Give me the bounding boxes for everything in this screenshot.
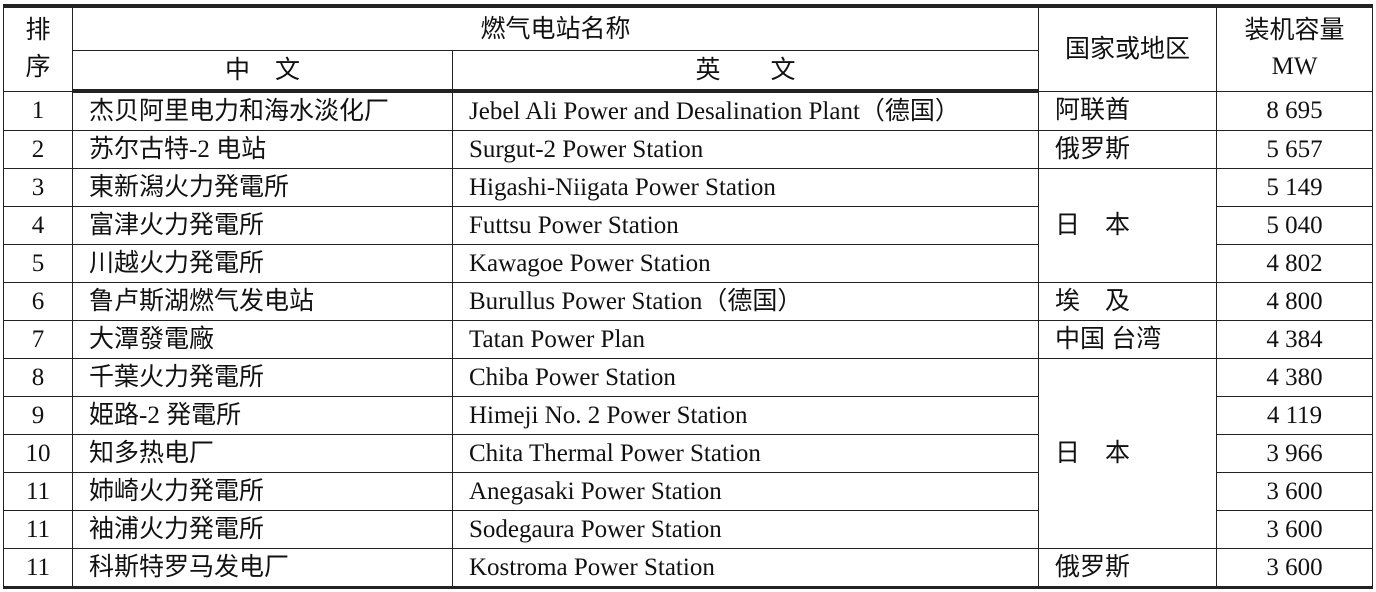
- country-cell: 日 本: [1038, 358, 1218, 549]
- chinese-name-cell: 大潭發電廠: [72, 320, 453, 359]
- rank-cell: 2: [3, 130, 73, 169]
- capacity-cell: 8 695: [1216, 90, 1374, 131]
- rank-cell: 3: [3, 168, 73, 207]
- english-name-cell: Sodegaura Power Station: [451, 510, 1040, 549]
- english-name-cell: Tatan Power Plan: [451, 320, 1040, 359]
- chinese-name-cell: 千葉火力発電所: [72, 358, 453, 397]
- rank-cell: 6: [3, 282, 73, 321]
- capacity-cell: 3 966: [1216, 434, 1374, 473]
- english-name-cell: Higashi-Niigata Power Station: [451, 168, 1040, 207]
- english-name-cell: Jebel Ali Power and Desalination Plant（德…: [451, 90, 1040, 131]
- country-cell: 埃 及: [1038, 282, 1218, 321]
- country-cell: 日 本: [1038, 168, 1218, 283]
- english-name-cell: Chiba Power Station: [451, 358, 1040, 397]
- capacity-cell: 4 384: [1216, 320, 1374, 359]
- english-name-cell: Burullus Power Station（德国）: [451, 282, 1040, 321]
- english-name-cell: Chita Thermal Power Station: [451, 434, 1040, 473]
- rank-cell: 8: [3, 358, 73, 397]
- country-cell: 俄罗斯: [1038, 130, 1218, 169]
- rank-cell: 9: [3, 396, 73, 435]
- gas-power-stations-table: 排 序 燃气电站名称 国家或地区 装机容量 MW 中 文 英 文 1 杰贝阿里电力…: [3, 4, 1374, 589]
- rank-cell: 4: [3, 206, 73, 245]
- capacity-cell: 3 600: [1216, 472, 1374, 511]
- chinese-name-cell: 鲁卢斯湖燃气发电站: [72, 282, 453, 321]
- header-chinese: 中 文: [72, 50, 453, 93]
- capacity-cell: 3 600: [1216, 548, 1374, 588]
- rank-cell: 11: [3, 510, 73, 549]
- english-name-cell: Kostroma Power Station: [451, 548, 1040, 588]
- capacity-cell: 4 380: [1216, 358, 1374, 397]
- english-name-cell: Anegasaki Power Station: [451, 472, 1040, 511]
- rank-cell: 11: [3, 472, 73, 511]
- english-name-cell: Surgut-2 Power Station: [451, 130, 1040, 169]
- capacity-cell: 4 800: [1216, 282, 1374, 321]
- header-english: 英 文: [451, 50, 1040, 93]
- chinese-name-cell: 川越火力発電所: [72, 244, 453, 283]
- header-capacity-unit: MW: [1271, 53, 1318, 81]
- header-country: 国家或地区: [1038, 5, 1218, 92]
- country-cell: 阿联酋: [1038, 90, 1218, 131]
- header-capacity: 装机容量 MW: [1216, 5, 1374, 92]
- capacity-cell: 4 119: [1216, 396, 1374, 435]
- table-row: 2 苏尔古特-2 电站 Surgut-2 Power Station 俄罗斯 5 657: [3, 130, 1374, 169]
- chinese-name-cell: 東新潟火力発電所: [72, 168, 453, 207]
- chinese-name-cell: 知多热电厂: [72, 434, 453, 473]
- english-name-cell: Kawagoe Power Station: [451, 244, 1040, 283]
- table-row: 3 東新潟火力発電所 Higashi-Niigata Power Station 日 …: [3, 168, 1374, 283]
- capacity-cell: 3 600: [1216, 510, 1374, 549]
- capacity-cell: 5 657: [1216, 130, 1374, 169]
- table-body: 1 杰贝阿里电力和海水淡化厂 Jebel Ali Power and Desalin…: [3, 90, 1374, 588]
- capacity-cell: 4 802: [1216, 244, 1374, 283]
- table-row: 11 袖浦火力発電所 Sodegaura Power Station 3 600: [3, 510, 1374, 549]
- rank-cell: 10: [3, 434, 73, 473]
- header-rank: 排 序: [3, 5, 73, 92]
- chinese-name-cell: 科斯特罗马发电厂: [72, 548, 453, 588]
- chinese-name-cell: 富津火力発電所: [72, 206, 453, 245]
- chinese-name-cell: 袖浦火力発電所: [72, 510, 453, 549]
- chinese-name-cell: 姫路-2 発電所: [72, 396, 453, 435]
- table-row: 5 川越火力発電所 Kawagoe Power Station 4 802: [3, 244, 1374, 283]
- chinese-name-cell: 苏尔古特-2 电站: [72, 130, 453, 169]
- country-cell: 中国 台湾: [1038, 320, 1218, 359]
- table-row: 11 科斯特罗马发电厂 Kostroma Power Station 俄罗斯 3 600: [3, 548, 1374, 588]
- table-row: 11 姉崎火力発電所 Anegasaki Power Station 3 600: [3, 472, 1374, 511]
- header-rank-line2: 序: [25, 54, 51, 82]
- english-name-cell: Futtsu Power Station: [451, 206, 1040, 245]
- rank-cell: 11: [3, 548, 73, 588]
- country-cell: 俄罗斯: [1038, 548, 1218, 588]
- header-capacity-line1: 装机容量: [1244, 17, 1345, 44]
- header-rank-line1: 排: [25, 16, 51, 44]
- table-row: 4 富津火力発電所 Futtsu Power Station 5 040: [3, 206, 1374, 245]
- rank-cell: 7: [3, 320, 73, 359]
- rank-cell: 1: [3, 90, 73, 131]
- header-station-name: 燃气电站名称: [71, 5, 1040, 51]
- table-row: 1 杰贝阿里电力和海水淡化厂 Jebel Ali Power and Desalin…: [3, 90, 1374, 131]
- table-row: 10 知多热电厂 Chita Thermal Power Station 3 966: [3, 434, 1374, 473]
- capacity-cell: 5 149: [1216, 168, 1374, 207]
- capacity-cell: 5 040: [1216, 206, 1374, 245]
- rank-cell: 5: [3, 244, 73, 283]
- chinese-name-cell: 杰贝阿里电力和海水淡化厂: [72, 90, 453, 131]
- table-row: 7 大潭發電廠 Tatan Power Plan 中国 台湾 4 384: [3, 320, 1374, 359]
- chinese-name-cell: 姉崎火力発電所: [72, 472, 453, 511]
- english-name-cell: Himeji No. 2 Power Station: [451, 396, 1040, 435]
